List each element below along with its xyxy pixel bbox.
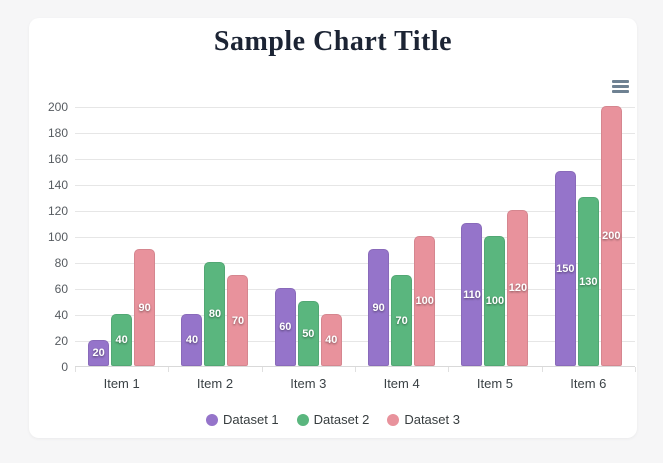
y-axis-tick-label: 80	[54, 256, 68, 270]
bar-value-label: 20	[92, 347, 105, 359]
bar-value-label: 70	[231, 314, 245, 327]
bar-group-item-2: 40 80 70	[168, 107, 261, 366]
legend-marker-icon	[387, 413, 400, 426]
bar-dataset-2-item-1[interactable]: 40	[111, 314, 133, 366]
legend-label: Dataset 2	[313, 412, 370, 427]
bar-dataset-1-item-5[interactable]: 110	[461, 223, 483, 366]
bar-dataset-3-item-4[interactable]: 100	[414, 236, 436, 366]
plot-area: 20 40 90 40 80 70 60 50 40 90 70 100 110 100 120 150 130…	[75, 106, 636, 372]
bar-value-label: 110	[463, 288, 481, 301]
x-axis-tick	[261, 367, 263, 372]
y-axis-tick-label: 200	[47, 100, 68, 114]
bar-group-item-1: 20 40 90	[75, 107, 168, 366]
y-axis-tick-label: 20	[54, 334, 68, 348]
gridline	[75, 211, 635, 212]
legend-item-dataset-1[interactable]: Dataset 1	[206, 412, 279, 427]
x-axis-category-label: Item 2	[196, 376, 234, 391]
gridline	[75, 185, 635, 186]
x-axis-tick	[635, 367, 636, 372]
bar-value-label: 40	[185, 334, 199, 346]
gridline	[75, 289, 635, 290]
bar-group-item-3: 60 50 40	[262, 107, 355, 366]
bar-dataset-2-item-5[interactable]: 100	[484, 236, 506, 366]
gridline	[75, 315, 635, 316]
gridline	[75, 263, 635, 264]
bar-value-label: 50	[302, 327, 315, 340]
x-axis-category-label: Item 5	[476, 376, 514, 391]
gridline	[75, 237, 635, 238]
y-axis-tick-label: 0	[61, 360, 68, 374]
x-axis-tick	[448, 367, 450, 372]
bar-value-label: 40	[325, 334, 338, 346]
bar-dataset-2-item-6[interactable]: 130	[577, 197, 599, 366]
y-axis: 0 20 40 60 80 100 120 140 160 180 200	[29, 101, 68, 373]
bar-dataset-2-item-3[interactable]: 50	[297, 301, 319, 366]
bar-dataset-3-item-1[interactable]: 90	[134, 249, 156, 366]
y-axis-tick-label: 180	[47, 126, 68, 140]
bar-dataset-3-item-3[interactable]: 40	[320, 314, 342, 366]
x-axis-category-label: Item 4	[383, 376, 420, 391]
chart-title: Sample Chart Title	[213, 26, 453, 57]
x-axis-tick	[75, 367, 76, 372]
chart-legend: Dataset 1 Dataset 2 Dataset 3	[29, 412, 637, 427]
bar-dataset-2-item-2[interactable]: 80	[204, 262, 226, 366]
bar-value-label: 90	[372, 301, 385, 314]
bar-dataset-1-item-1[interactable]: 20	[88, 340, 110, 366]
chart-card: Sample Chart Title 0 20 40 60 80 100 120 140 160…	[29, 18, 637, 438]
y-axis-tick-label: 160	[47, 152, 68, 166]
bar-value-label: 100	[415, 295, 434, 307]
bar-group-item-6: 150 130 200	[542, 106, 635, 366]
legend-item-dataset-2[interactable]: Dataset 2	[296, 412, 370, 427]
y-axis-tick-label: 140	[47, 178, 68, 192]
bar-value-label: 40	[115, 334, 128, 346]
bar-group-item-5: 110 100 120	[448, 107, 541, 366]
legend-marker-icon	[206, 413, 219, 426]
bar-dataset-3-item-5[interactable]: 120	[507, 210, 529, 366]
gridline	[75, 341, 635, 342]
bar-value-label: 70	[395, 314, 408, 327]
bar-dataset-1-item-2[interactable]: 40	[181, 314, 203, 366]
bar-dataset-2-item-4[interactable]: 70	[391, 275, 413, 366]
y-axis-tick-label: 40	[54, 308, 68, 322]
x-axis-labels: Item 1 Item 2 Item 3 Item 4 Item 5 Item 6	[75, 376, 635, 391]
bar-dataset-1-item-4[interactable]: 90	[368, 249, 390, 366]
bar-value-label: 120	[508, 282, 528, 294]
y-axis-tick-label: 120	[47, 204, 68, 218]
bar-group-item-4: 90 70 100	[355, 107, 448, 366]
legend-label: Dataset 3	[404, 412, 460, 427]
bar-value-label: 80	[208, 308, 222, 320]
bar-dataset-3-item-6[interactable]: 200	[600, 106, 622, 366]
x-axis-category-label: Item 6	[570, 376, 607, 391]
bar-value-label: 100	[485, 295, 505, 307]
legend-item-dataset-3[interactable]: Dataset 3	[387, 412, 460, 427]
x-axis-tick	[168, 367, 170, 372]
bar-groups: 20 40 90 40 80 70 60 50 40 90 70 100 110 100 120 150 130…	[75, 106, 635, 366]
bar-dataset-3-item-2[interactable]: 70	[227, 275, 249, 366]
gridline	[75, 107, 635, 108]
x-axis-tick	[355, 367, 356, 372]
gridline	[75, 133, 635, 134]
x-axis-category-label: Item 3	[290, 376, 327, 391]
x-axis-tick	[541, 367, 543, 372]
y-axis-tick-label: 60	[54, 282, 68, 296]
bar-value-label: 60	[279, 321, 292, 333]
bar-value-label: 200	[602, 230, 621, 242]
legend-marker-icon	[296, 413, 309, 426]
hamburger-menu-icon	[611, 80, 629, 93]
bar-value-label: 150	[556, 262, 575, 275]
chart-menu-button[interactable]	[607, 76, 633, 98]
bar-dataset-1-item-3[interactable]: 60	[274, 288, 296, 366]
y-axis-tick-label: 100	[47, 230, 68, 244]
bar-value-label: 130	[579, 275, 598, 288]
legend-label: Dataset 1	[223, 412, 279, 427]
bar-dataset-1-item-6[interactable]: 150	[554, 171, 576, 366]
gridline	[75, 159, 635, 160]
x-axis-category-label: Item 1	[103, 376, 140, 391]
bar-value-label: 90	[138, 301, 151, 314]
